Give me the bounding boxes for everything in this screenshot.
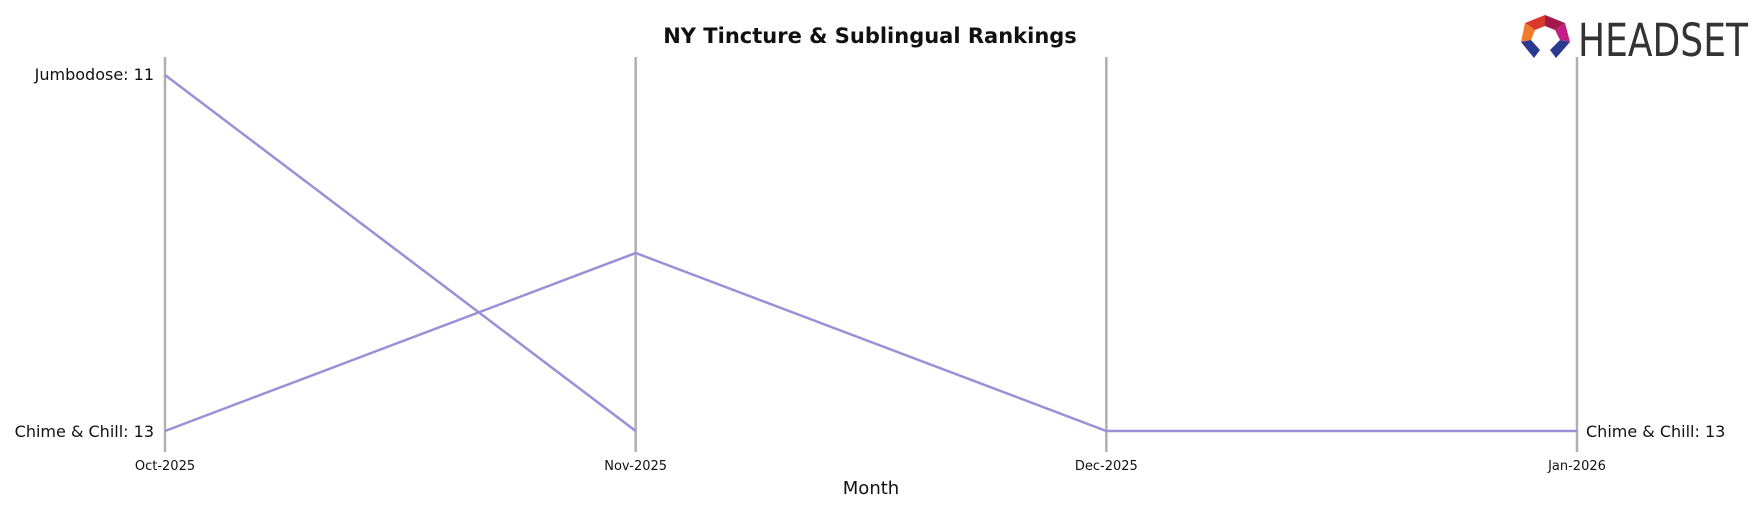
month-tick-labels: Oct-2025 Nov-2025 Dec-2025 Jan-2026 (135, 459, 1606, 474)
series-lines (164, 74, 1577, 433)
x-tick-label: Nov-2025 (604, 459, 667, 474)
headset-logo: HEADSET (1521, 14, 1748, 67)
x-tick-label: Jan-2026 (1547, 459, 1606, 474)
start-label-jumbodose: Jumbodose: 11 (34, 65, 154, 84)
series-line-jumbodose (164, 74, 637, 432)
month-axes (163, 57, 1579, 452)
x-tick-label: Oct-2025 (135, 459, 195, 474)
x-axis-label: Month (843, 478, 899, 499)
rank-labels: Jumbodose: 11 Chime & Chill: 13 Chime & … (15, 65, 1726, 441)
x-tick-label: Dec-2025 (1075, 459, 1138, 474)
end-label-chime-chill: Chime & Chill: 13 (1586, 422, 1725, 441)
headset-logo-text: HEADSET (1578, 14, 1748, 67)
start-label-chime-chill: Chime & Chill: 13 (15, 422, 154, 441)
headset-logo-icon (1521, 15, 1570, 58)
series-line-chime-chill (164, 251, 1577, 433)
chart-title: NY Tincture & Sublingual Rankings (663, 24, 1077, 48)
